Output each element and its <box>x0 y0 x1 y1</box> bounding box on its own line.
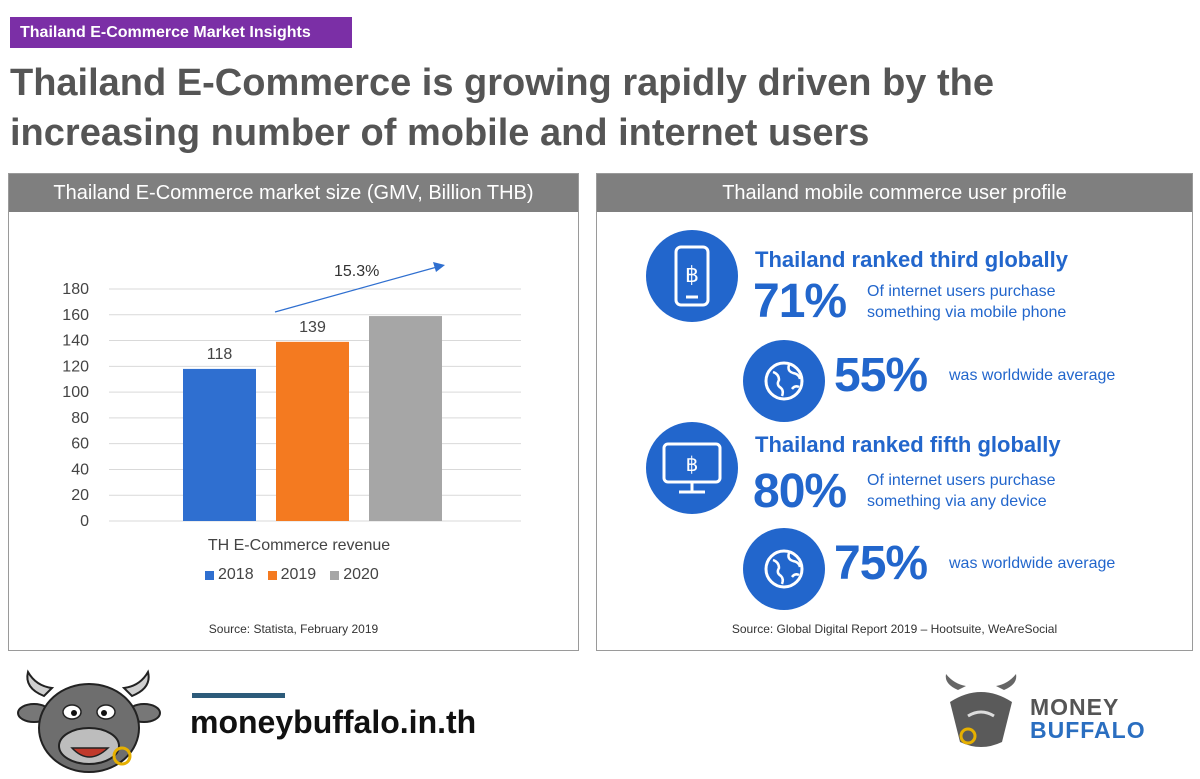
rank-title-mobile: Thailand ranked third globally <box>755 247 1068 272</box>
device-world-pct: 75% <box>834 537 928 590</box>
device-world-label: was worldwide average <box>949 555 1116 572</box>
bar-2019 <box>276 341 349 521</box>
y-tick-label: 160 <box>62 307 89 324</box>
mobile-purchase-desc: Of internet users purchase something via… <box>867 281 1066 323</box>
y-tick-label: 0 <box>80 513 89 530</box>
mobile-world-label: was worldwide average <box>949 367 1116 384</box>
buffalo-mascot-icon <box>14 668 164 779</box>
section-tag: Thailand E-Commerce Market Insights <box>10 17 352 48</box>
monitor-baht-icon: ฿ <box>646 422 738 514</box>
legend-label: 2019 <box>280 566 317 583</box>
y-tick-label: 80 <box>71 410 89 427</box>
market-size-chart: 0 20 40 60 80 100 120 140 160 180 118 139 15.3% TH E-… <box>62 262 521 554</box>
logo-buffalo-text: BUFFALO <box>1030 717 1146 743</box>
y-tick-label: 100 <box>62 384 89 401</box>
y-tick-label: 40 <box>71 461 89 478</box>
market-size-header: Thailand E-Commerce market size (GMV, Bi… <box>9 174 578 212</box>
legend-label: 2018 <box>218 566 254 583</box>
mobile-desc-line-1: Of internet users purchase <box>867 283 1056 300</box>
market-size-panel: Thailand E-Commerce market size (GMV, Bi… <box>8 173 579 651</box>
device-purchase-pct: 80% <box>753 465 847 518</box>
mobile-world-pct: 55% <box>834 349 928 402</box>
svg-text:฿: ฿ <box>685 263 699 288</box>
growth-annotation: 15.3% <box>334 263 379 280</box>
x-axis-label: TH E-Commerce revenue <box>208 537 390 554</box>
growth-arrow-head <box>433 262 445 272</box>
y-tick-label: 180 <box>62 281 89 298</box>
data-label-2019: 139 <box>299 319 326 336</box>
legend-swatch <box>205 570 214 580</box>
y-tick-label: 20 <box>71 487 89 504</box>
mobile-baht-icon: ฿ <box>646 230 738 322</box>
brand-accent-bar <box>192 693 285 698</box>
y-tick-label: 140 <box>62 333 89 350</box>
user-profile-header: Thailand mobile commerce user profile <box>597 174 1192 212</box>
device-desc-line-2: something via any device <box>867 493 1047 510</box>
logo-money-text: MONEY <box>1030 694 1120 720</box>
legend-item-2018: 2018 <box>205 566 254 584</box>
user-profile-panel: Thailand mobile commerce user profile ฿ … <box>596 173 1193 651</box>
mobile-desc-line-2: something via mobile phone <box>867 304 1067 321</box>
device-purchase-desc: Of internet users purchase something via… <box>867 470 1056 512</box>
data-label-2018: 118 <box>207 346 233 363</box>
left-source-note: Source: Statista, February 2019 <box>208 622 379 636</box>
money-buffalo-logo-icon <box>938 672 1024 757</box>
right-source-note: Source: Global Digital Report 2019 – Hoo… <box>731 622 1058 636</box>
legend-swatch <box>330 570 340 580</box>
bar-2018 <box>183 368 256 521</box>
globe-icon <box>743 340 825 422</box>
y-tick-label: 60 <box>71 436 89 453</box>
rank-title-device: Thailand ranked fifth globally <box>755 432 1061 457</box>
page-headline: Thailand E-Commerce is growing rapidly d… <box>10 58 1160 158</box>
legend-swatch <box>267 570 277 580</box>
legend-label: 2020 <box>343 566 379 583</box>
legend-item-2020: 2020 <box>330 566 379 584</box>
brand-url[interactable]: moneybuffalo.in.th <box>190 704 477 740</box>
y-tick-label: 120 <box>62 358 89 375</box>
legend-item-2019: 2019 <box>267 566 317 584</box>
headline-line-2: increasing number of mobile and internet… <box>10 112 870 154</box>
headline-line-1: Thailand E-Commerce is growing rapidly d… <box>10 62 994 104</box>
bar-2020 <box>369 316 442 521</box>
svg-text:฿: ฿ <box>686 452 699 476</box>
device-desc-line-1: Of internet users purchase <box>867 472 1056 489</box>
chart-legend: 2018 2019 2020 <box>205 566 379 584</box>
mobile-purchase-pct: 71% <box>753 275 847 328</box>
growth-arrow-line <box>274 266 438 313</box>
globe-icon <box>743 528 825 610</box>
